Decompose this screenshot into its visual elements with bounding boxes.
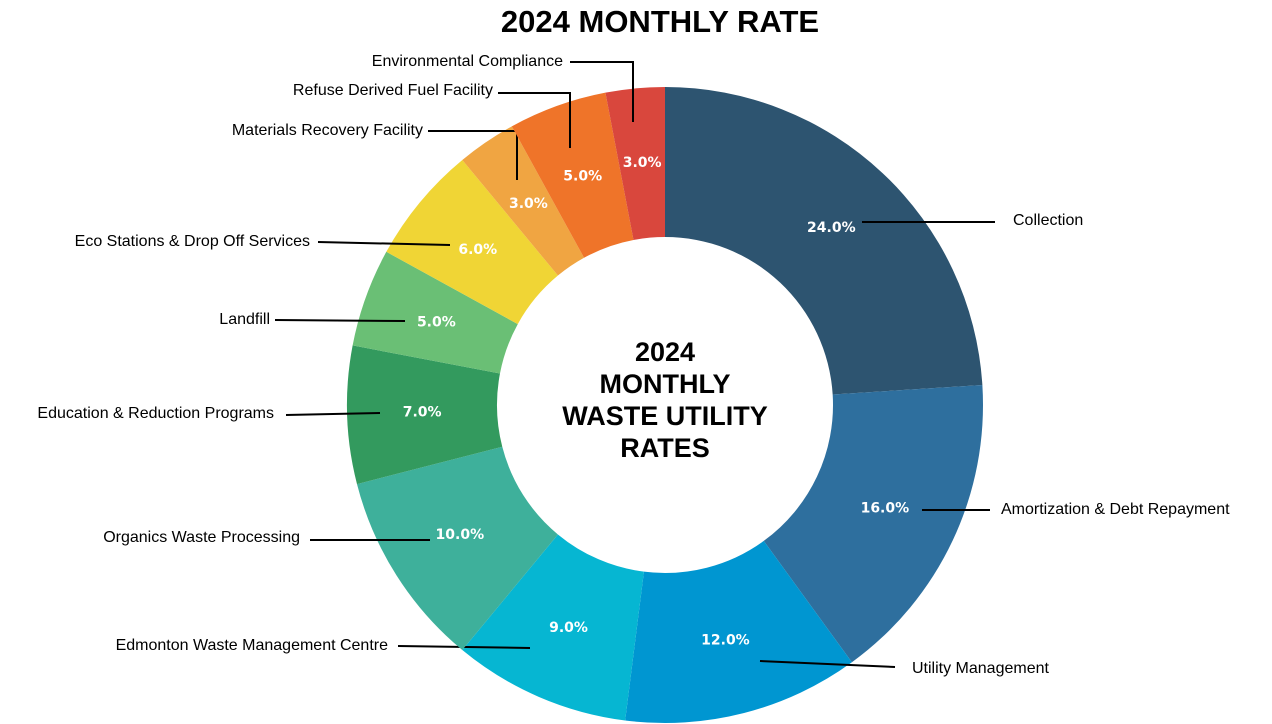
category-label: Edmonton Waste Management Centre <box>116 637 389 654</box>
donut-slice <box>605 87 665 240</box>
donut-slice <box>462 126 585 276</box>
value-label: 12.0% <box>701 632 750 648</box>
leader-line <box>570 61 634 122</box>
value-label: 9.0% <box>549 620 588 636</box>
donut-slice <box>763 385 983 663</box>
category-label: Amortization & Debt Repayment <box>1001 501 1230 518</box>
center-text: 2024 <box>635 337 695 367</box>
donut-slice <box>352 251 518 374</box>
donut-slice <box>462 534 644 721</box>
value-label: 5.0% <box>417 315 456 331</box>
chart-title: 2024 MONTHLY RATE <box>501 4 819 39</box>
value-label: 3.0% <box>509 196 548 212</box>
donut-slice <box>356 446 558 651</box>
category-label: Refuse Derived Fuel Facility <box>293 82 493 99</box>
category-label: Collection <box>1013 212 1083 229</box>
category-label: Materials Recovery Facility <box>232 122 423 139</box>
leader-line <box>317 241 451 246</box>
donut-slice <box>386 159 558 325</box>
leader-line <box>498 92 571 148</box>
value-label: 10.0% <box>436 527 485 543</box>
center-text: MONTHLY <box>599 369 730 399</box>
center-text: WASTE UTILITY <box>562 401 768 431</box>
value-label: 6.0% <box>458 242 497 258</box>
leader-line <box>285 412 381 416</box>
donut-slice <box>625 540 852 723</box>
value-label: 7.0% <box>403 405 442 421</box>
category-label: Environmental Compliance <box>372 53 563 70</box>
category-label: Organics Waste Processing <box>103 529 300 546</box>
donut-slice <box>347 345 503 485</box>
category-label: Landfill <box>219 311 270 328</box>
category-label: Eco Stations & Drop Off Services <box>75 233 310 250</box>
category-label: Education & Reduction Programs <box>37 405 274 422</box>
leader-line <box>759 660 896 668</box>
value-label: 5.0% <box>563 168 602 184</box>
donut-slice <box>511 92 634 258</box>
leader-line <box>274 319 406 322</box>
value-label: 3.0% <box>623 155 662 171</box>
value-label: 16.0% <box>861 500 910 516</box>
center-text: RATES <box>620 433 710 463</box>
donut-slice <box>665 87 983 395</box>
value-label: 24.0% <box>807 220 856 236</box>
category-label: Utility Management <box>912 660 1050 677</box>
